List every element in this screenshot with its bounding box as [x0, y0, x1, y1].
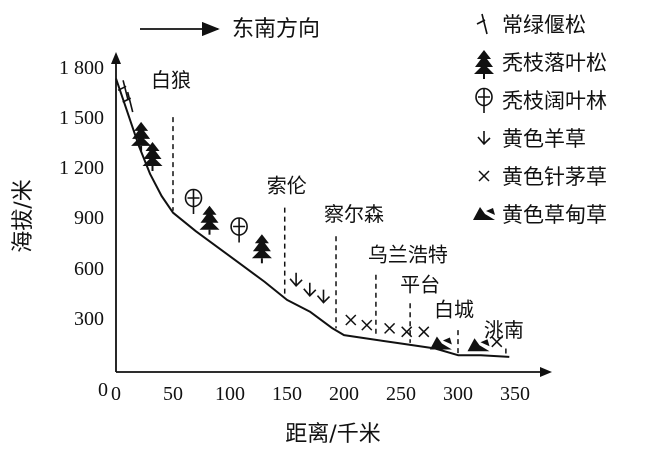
x-tick-label: 50 — [163, 383, 183, 405]
x-tick-labels: 0 50 100 150 200 250 300 350 — [111, 383, 530, 405]
y-axis — [111, 52, 121, 372]
x-tick-label: 100 — [215, 383, 245, 405]
place-label: 白城 — [434, 298, 474, 322]
place-label: 索伦 — [267, 174, 307, 198]
place-label: 平台 — [400, 273, 440, 297]
terrain-profile-layer — [115, 78, 510, 358]
x-axis — [116, 367, 552, 377]
deciduous-broadleaf-symbol — [230, 217, 248, 243]
y-tick-labels: 300 600 900 1 200 1 500 1 800 — [59, 57, 104, 330]
needle-grass-symbol — [345, 314, 357, 326]
legend-item: 秃枝阔叶林 — [475, 87, 607, 113]
origin-label: 0 — [98, 379, 108, 401]
needle-grass-icon — [478, 170, 490, 182]
needle-grass-symbol — [491, 336, 503, 348]
legend-label: 秃枝落叶松 — [502, 51, 607, 75]
sheep-grass-symbol — [303, 282, 317, 297]
deciduous-conifer-symbol — [251, 234, 272, 264]
y-tick-label: 300 — [74, 308, 104, 330]
y-tick-label: 1 200 — [59, 157, 104, 179]
y-tick-label: 600 — [74, 258, 104, 280]
legend-item: 黄色草甸草 — [473, 203, 607, 227]
deciduous-conifer-symbol — [142, 142, 163, 171]
terrain-profile-line — [115, 78, 510, 358]
legend-item: 黄色羊草 — [477, 127, 586, 151]
legend-label: 秃枝阔叶林 — [502, 89, 607, 113]
y-tick-label: 1 800 — [59, 57, 104, 79]
needle-grass-symbol — [401, 326, 413, 338]
x-tick-label: 0 — [111, 383, 121, 405]
creeping-grass-symbol — [429, 336, 452, 350]
place-label: 乌兰浩特 — [368, 242, 448, 266]
deciduous-broadleaf-symbol — [184, 188, 203, 214]
legend-label: 黄色针茅草 — [502, 165, 607, 189]
deciduous-broadleaf-icon — [475, 87, 493, 113]
needle-grass-symbol — [418, 326, 430, 338]
evergreen-dwarf-pine-icon — [476, 13, 488, 35]
legend-item: 常绿偃松 — [476, 13, 586, 37]
legend-label: 常绿偃松 — [502, 13, 586, 37]
sheep-grass-symbol — [289, 272, 303, 287]
legend-item: 秃枝落叶松 — [474, 50, 607, 79]
x-tick-label: 350 — [500, 383, 530, 405]
creeping-grass-icon — [473, 207, 495, 220]
evergreen-dwarf-pine-symbol — [122, 91, 134, 113]
needle-grass-symbol — [361, 319, 373, 331]
legend-label: 黄色草甸草 — [502, 203, 607, 227]
y-tick-label: 1 500 — [59, 107, 104, 129]
x-tick-label: 150 — [272, 383, 302, 405]
y-tick-label: 900 — [74, 207, 104, 229]
deciduous-conifer-symbol — [131, 121, 152, 151]
x-tick-label: 250 — [386, 383, 416, 405]
direction-label: 东南方向 — [232, 17, 320, 42]
y-axis-title: 海拔/米 — [11, 179, 36, 252]
sheep-grass-symbol — [316, 289, 331, 304]
place-label: 洮南 — [484, 318, 524, 342]
deciduous-conifer-icon — [474, 50, 494, 79]
y-axis-arrowhead — [111, 52, 121, 64]
legend-item: 黄色针茅草 — [478, 165, 607, 189]
sheep-grass-icon — [477, 131, 491, 146]
creeping-grass-symbol — [467, 338, 490, 352]
x-axis-arrowhead — [540, 367, 552, 377]
x-axis-title: 距离/千米 — [285, 422, 380, 447]
x-tick-label: 300 — [443, 383, 473, 405]
place-label: 白狼 — [151, 68, 191, 92]
place-label: 察尔森 — [324, 202, 384, 226]
needle-grass-symbol — [384, 322, 396, 334]
deciduous-conifer-symbol — [199, 205, 220, 235]
x-tick-label: 200 — [329, 383, 359, 405]
vegetation-symbols — [117, 80, 503, 352]
evergreen-dwarf-pine-symbol — [117, 80, 129, 101]
legend-label: 黄色羊草 — [502, 127, 586, 151]
